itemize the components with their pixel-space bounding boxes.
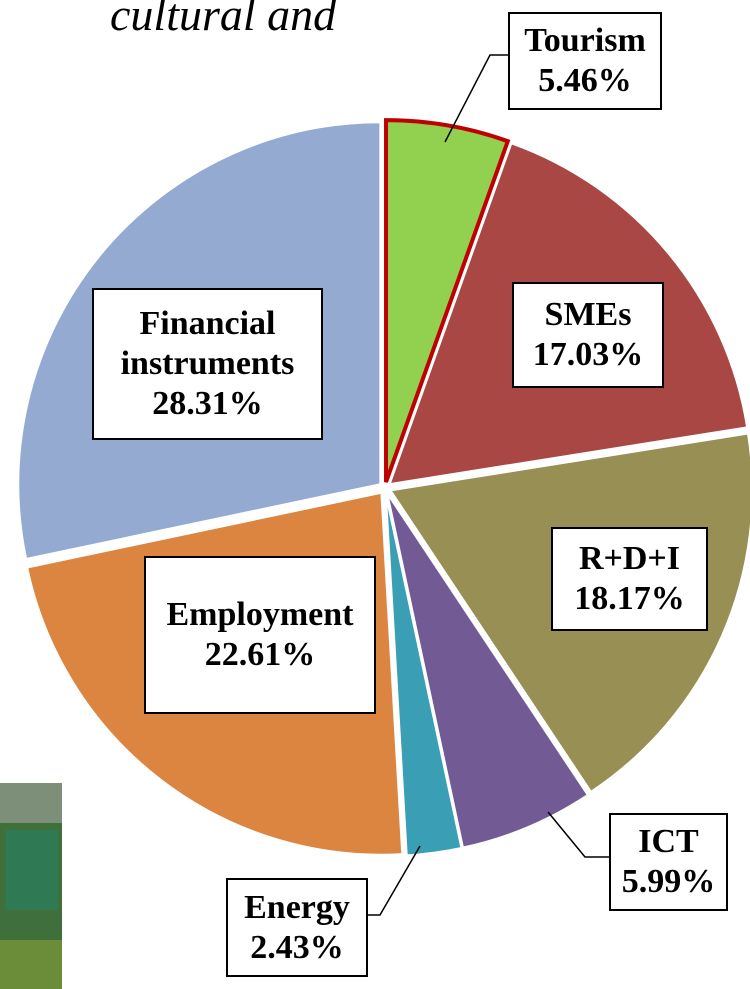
leader-line bbox=[368, 846, 420, 915]
category-label: SMEs bbox=[514, 295, 662, 335]
category-label: Energy bbox=[228, 888, 366, 928]
value-label: 5.99% bbox=[611, 862, 726, 902]
value-label: 28.31% bbox=[94, 384, 321, 424]
category-label: Employment bbox=[146, 595, 374, 635]
category-label: Financial instruments bbox=[94, 304, 321, 384]
value-label: 2.43% bbox=[228, 928, 366, 968]
value-label: 18.17% bbox=[553, 579, 706, 619]
value-label: 5.46% bbox=[510, 61, 660, 101]
category-label: ICT bbox=[611, 822, 726, 862]
photo bbox=[0, 783, 62, 989]
page: cultural and (() => { const data = JSON.… bbox=[0, 0, 750, 989]
category-label: R+D+I bbox=[553, 539, 706, 579]
category-label: Tourism bbox=[510, 21, 660, 61]
value-label: 17.03% bbox=[514, 335, 662, 375]
leader-line bbox=[548, 812, 609, 857]
value-label: 22.61% bbox=[146, 635, 374, 675]
